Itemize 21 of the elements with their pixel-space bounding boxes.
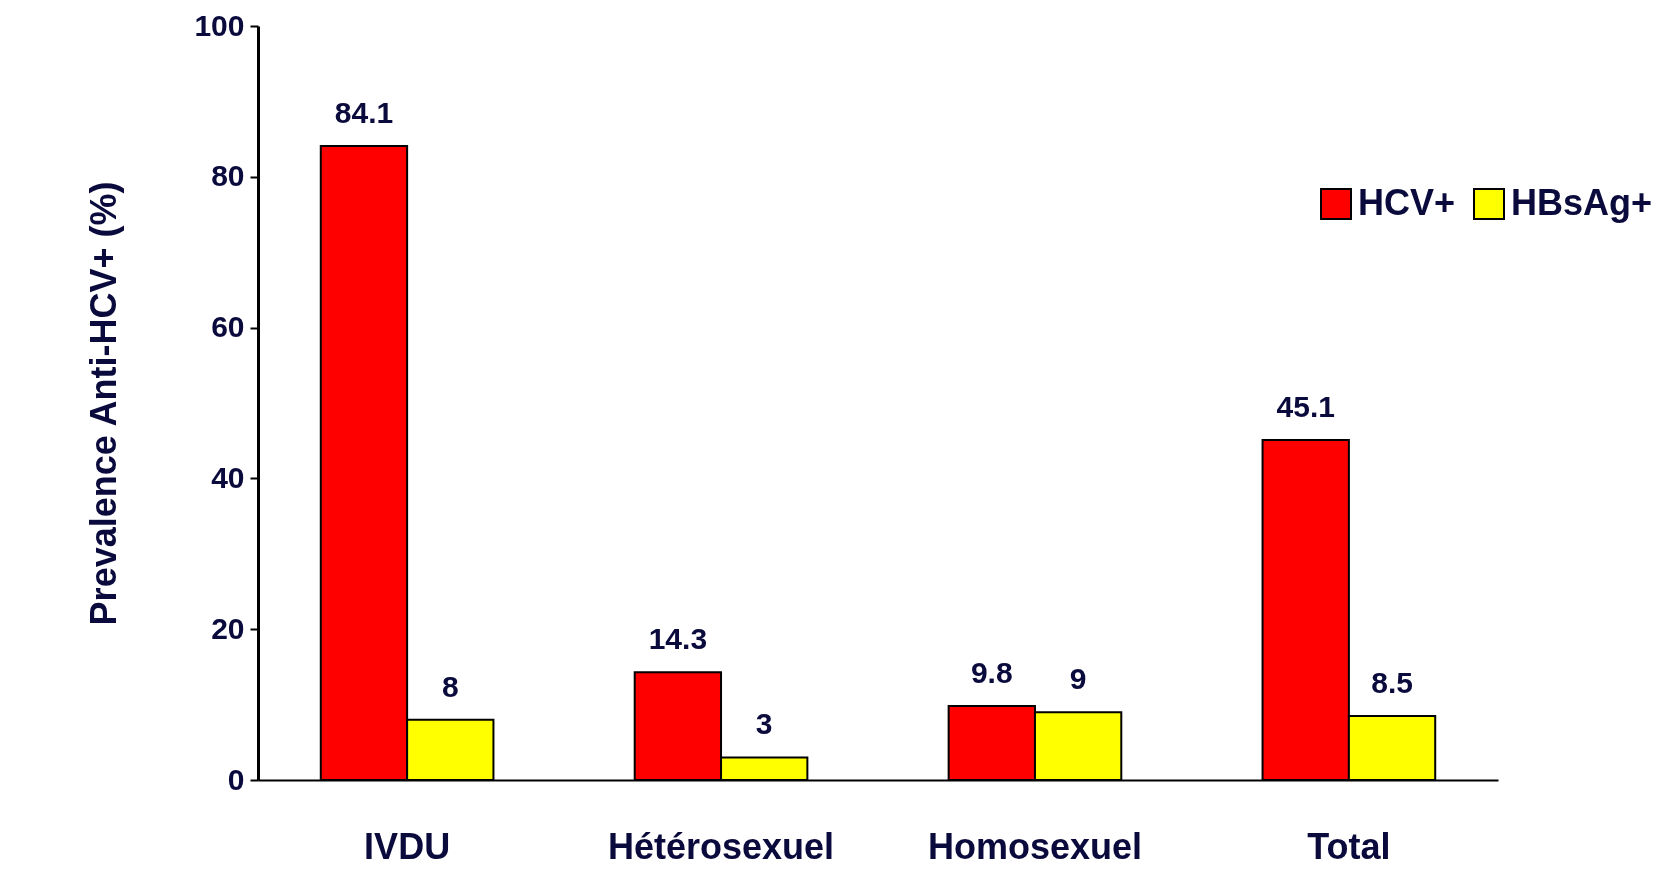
data-label: 8.5 bbox=[1371, 665, 1413, 699]
y-tick-label: 20 bbox=[211, 611, 245, 645]
data-label: 84.1 bbox=[334, 95, 394, 129]
data-label: 9 bbox=[1069, 662, 1087, 696]
data-label: 45.1 bbox=[1276, 389, 1335, 423]
data-label: 3 bbox=[755, 707, 773, 741]
data-label: 8 bbox=[441, 669, 459, 703]
legend-label: HBsAg+ bbox=[1511, 182, 1653, 223]
y-axis-title: Prevalence Anti-HCV+ (%) bbox=[83, 181, 125, 626]
data-label: 9.8 bbox=[970, 656, 1013, 690]
y-tick-label: 80 bbox=[211, 159, 245, 193]
y-tick-label: 0 bbox=[227, 762, 245, 796]
data-label: 14.3 bbox=[648, 622, 708, 656]
y-tick-label: 40 bbox=[211, 460, 245, 494]
y-tick-label: 60 bbox=[211, 310, 245, 344]
x-tick-label: IVDU bbox=[364, 825, 451, 867]
x-tick-label: Total bbox=[1307, 825, 1391, 867]
x-tick-label: Hétérosexuel bbox=[607, 825, 835, 867]
legend-label: HCV+ bbox=[1358, 182, 1456, 223]
y-tick-label: 100 bbox=[194, 8, 245, 42]
x-tick-label: Homosexuel bbox=[927, 825, 1142, 867]
